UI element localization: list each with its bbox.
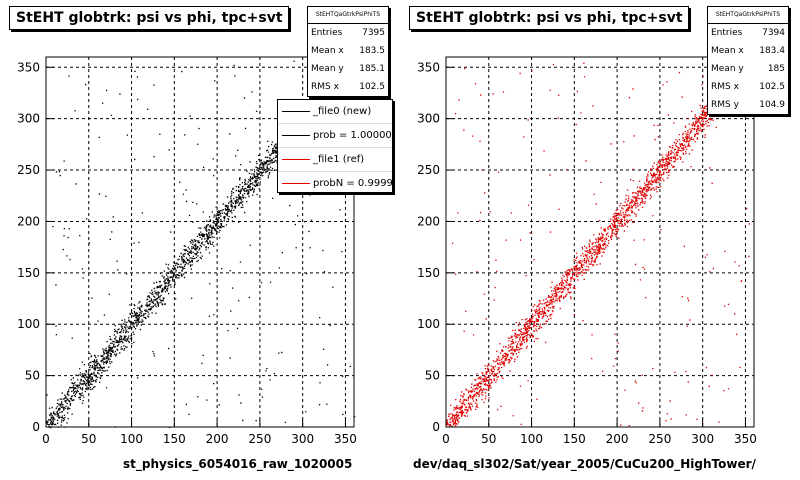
x-tick-label: 350 — [734, 432, 757, 446]
x-tick-label: 350 — [334, 432, 357, 446]
stats-box: StEHTQaGtrkPsiPhiTS Entries 7394 Mean x 18… — [707, 6, 789, 115]
x-tick-label: 150 — [163, 432, 186, 446]
y-tick-label: 50 — [425, 369, 440, 383]
x-axis-label: st_physics_6054016_raw_1020005 — [123, 457, 353, 471]
y-tick-label: 150 — [417, 266, 440, 280]
x-tick-label: 300 — [691, 432, 714, 446]
y-tick-label: 300 — [17, 112, 40, 126]
y-tick-label: 250 — [417, 163, 440, 177]
x-tick-label: 200 — [206, 432, 229, 446]
stats-row: RMS x 102.5 — [311, 82, 385, 92]
stats-row: Entries 7394 — [711, 28, 785, 38]
y-tick-label: 200 — [17, 214, 40, 228]
stats-row: Mean y 185.1 — [311, 64, 385, 74]
scatter-plot-ref: 0 50 100 150 200 250 300 350 0 50 100 150 200 250 300 3… — [417, 56, 757, 446]
y-tick-label: 300 — [417, 112, 440, 126]
x-tick-label: 100 — [520, 432, 543, 446]
y-tick-label: 100 — [17, 317, 40, 331]
legend-entry: probN = 0.999974 — [278, 172, 392, 192]
y-tick-label: 200 — [417, 214, 440, 228]
legend-line-icon — [282, 159, 310, 160]
chart-title: StEHT globtrk: psi vs phi, tpc+svt — [409, 6, 689, 30]
y-tick-label: 250 — [17, 163, 40, 177]
legend-line-icon — [282, 135, 310, 136]
stats-box: StEHTQaGtrkPsiPhiTS Entries 7395 Mean x 18… — [307, 6, 389, 97]
legend-line-icon — [282, 183, 310, 184]
y-tick-label: 50 — [25, 369, 40, 383]
stats-header: StEHTQaGtrkPsiPhiTS — [308, 7, 388, 24]
x-tick-label: 200 — [606, 432, 629, 446]
right-panel: StEHT globtrk: psi vs phi, tpc+svt 0 50 10… — [400, 0, 800, 480]
x-axis-label: dev/daq_sl302/Sat/year_2005/CuCu200_High… — [413, 457, 756, 471]
y-tick-label: 350 — [417, 60, 440, 74]
stats-row: Mean y 185 — [711, 64, 785, 74]
stats-row: Entries 7395 — [311, 28, 385, 38]
y-tick-label: 100 — [417, 317, 440, 331]
x-tick-label: 0 — [42, 432, 50, 446]
x-tick-label: 50 — [481, 432, 496, 446]
stats-row: Mean x 183.4 — [711, 46, 785, 56]
x-tick-label: 250 — [248, 432, 271, 446]
stats-row: Mean x 183.5 — [311, 46, 385, 56]
y-tick-label: 0 — [432, 420, 440, 434]
x-tick-label: 150 — [563, 432, 586, 446]
stats-header: StEHTQaGtrkPsiPhiTS — [708, 7, 788, 24]
stats-row: RMS y 104.9 — [711, 100, 785, 110]
legend-entry: prob = 1.000000 — [278, 124, 392, 148]
legend-entry: _file1 (ref) — [278, 148, 392, 172]
y-tick-label: 150 — [17, 266, 40, 280]
chart-title: StEHT globtrk: psi vs phi, tpc+svt — [9, 6, 289, 30]
x-tick-label: 0 — [442, 432, 450, 446]
x-tick-label: 50 — [81, 432, 96, 446]
y-tick-label: 350 — [17, 60, 40, 74]
data-points — [446, 57, 756, 427]
stats-row: RMS x 102.5 — [711, 82, 785, 92]
x-tick-label: 100 — [120, 432, 143, 446]
legend-entry: _file0 (new) — [278, 100, 392, 124]
x-tick-label: 300 — [291, 432, 314, 446]
y-tick-label: 0 — [32, 420, 40, 434]
x-tick-label: 250 — [648, 432, 671, 446]
left-panel: StEHT globtrk: psi vs phi, tpc+svt 0 50 10… — [9, 6, 393, 471]
legend-line-icon — [282, 111, 310, 112]
legend: _file0 (new) prob = 1.000000 _file1 (ref… — [277, 99, 393, 193]
